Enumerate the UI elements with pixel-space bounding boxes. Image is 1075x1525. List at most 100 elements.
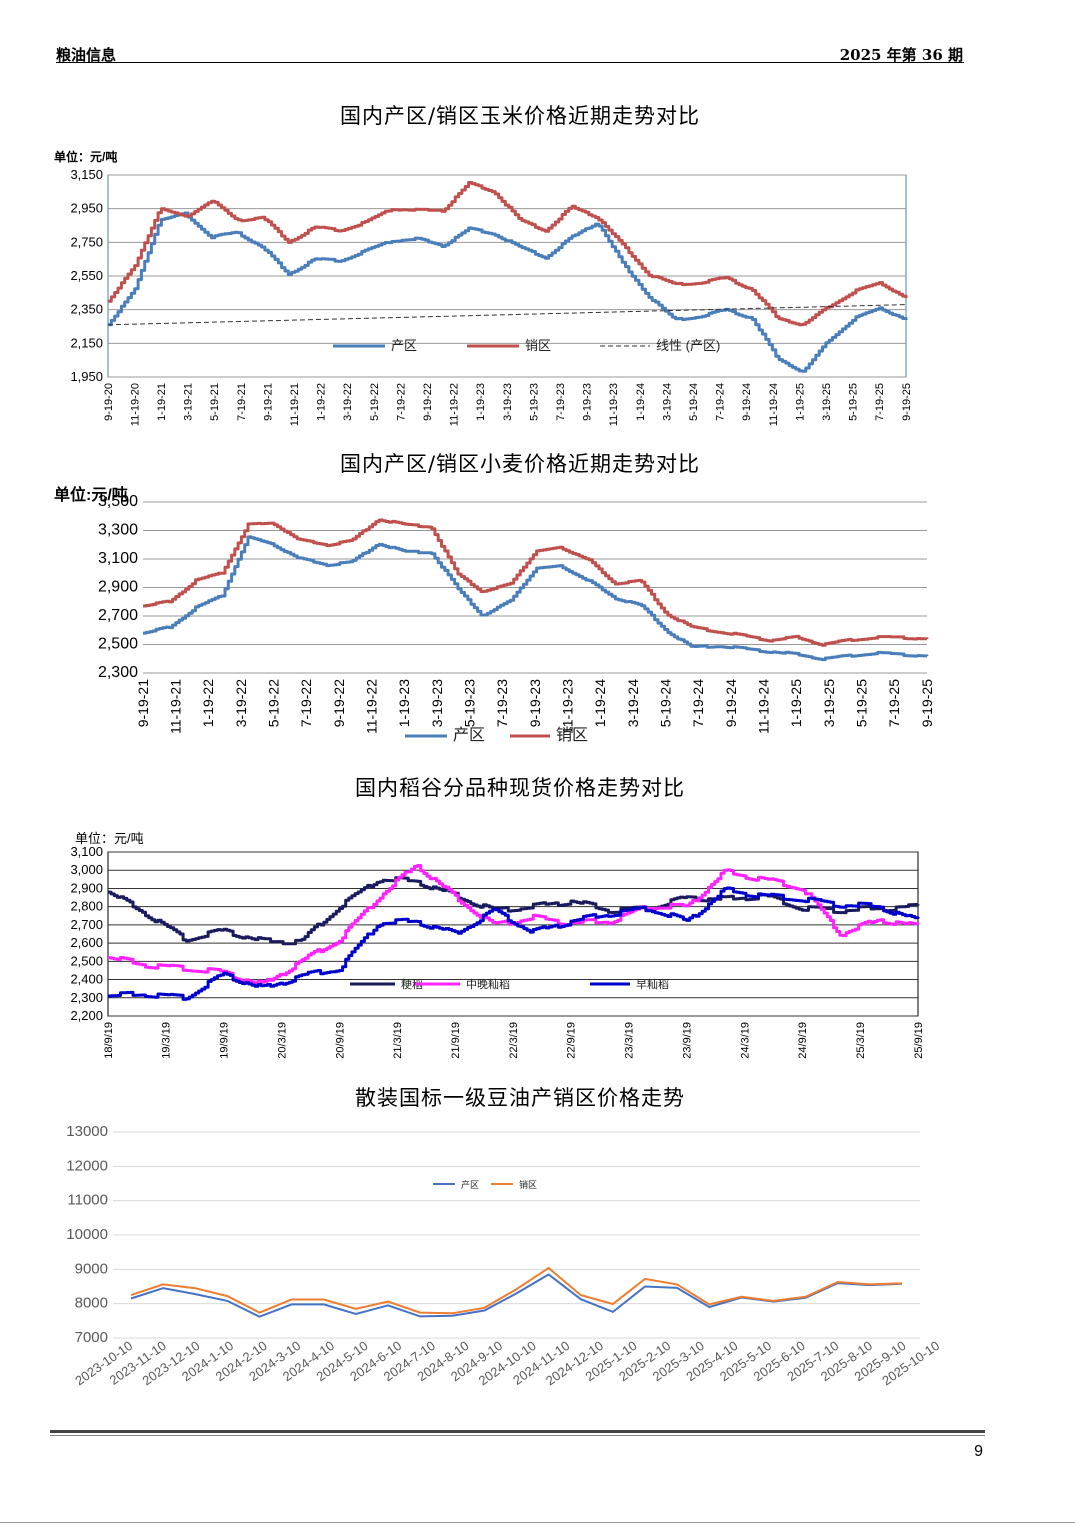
x-tick-label: 24/9/19 [797,1022,809,1059]
x-tick-label: 5-19-24 [688,383,700,421]
x-tick-label: 3-19-24 [661,383,673,421]
x-tick-label: 11-19-22 [449,383,461,426]
x-tick-label: 11-19-21 [168,679,184,734]
legend-label: 粳稻 [401,977,423,991]
x-tick-label: 11-19-20 [129,383,141,426]
soybean-oil-price-chart: 700080009000100001100012000130002023-10-… [66,1123,942,1388]
x-tick-label: 1-19-23 [475,383,487,421]
x-tick-label: 1-19-22 [200,679,216,727]
y-tick-label: 2,700 [98,607,138,624]
x-tick-label: 11-19-23 [608,383,620,426]
x-tick-label: 9-19-21 [262,383,274,421]
legend-label: 早籼稻 [636,978,669,991]
x-tick-label: 21/9/19 [450,1022,462,1059]
y-tick-label: 3,100 [70,844,103,859]
y-axis-unit-label: 单位：元/吨 [54,149,117,164]
x-tick-label: 25/9/19 [913,1022,925,1059]
x-tick-label: 1-19-21 [156,383,168,421]
x-tick-label: 7-19-21 [236,383,248,421]
x-tick-label: 1-19-22 [316,383,328,421]
series-line-粳稻 [108,876,920,946]
series-line-销区 [130,1266,903,1315]
x-tick-label: 9-19-23 [527,679,543,727]
x-tick-label: 9-19-22 [331,679,347,727]
y-tick-label: 2,200 [70,1008,103,1023]
legend-label: 销区 [519,1179,537,1190]
x-tick-label: 9-19-23 [582,383,594,421]
x-tick-label: 5-19-22 [266,679,282,727]
x-tick-label: 20/3/19 [276,1022,288,1059]
header-publication-name: 粮油信息 [56,46,117,64]
y-axis-unit-label: 单位:元/吨 [54,485,128,504]
series-line-产区 [108,211,908,373]
plot-area-frame [107,851,919,1017]
x-tick-label: 9-19-22 [422,383,434,421]
y-tick-label: 2,600 [70,935,103,950]
legend-label: 产区 [461,1179,479,1190]
y-tick-label: 2,900 [98,579,138,596]
y-tick-label: 2,150 [70,335,103,350]
x-tick-label: 11-19-22 [364,679,380,734]
corn-price-chart: 1,950 2,150 2,350 2,550 2,750 2,950 3,150 单位：元/… [54,149,913,426]
x-tick-label: 7-19-23 [494,679,510,727]
legend-label: 线性 (产区) [656,338,720,353]
series-line-中晚籼稻 [108,864,920,985]
x-tick-label: 5-19-25 [848,383,860,421]
x-tick-label: 7-19-24 [715,383,727,421]
y-tick-label: 12000 [66,1157,108,1174]
y-tick-label: 3,150 [70,167,103,182]
legend-label: 产区 [391,338,417,353]
series-line-产区 [130,1273,903,1318]
x-tick-label: 24/3/19 [739,1022,751,1059]
wheat-chart-title: 国内产区/销区小麦价格近期走势对比 [339,452,701,476]
y-axis-unit-label: 单位：元/吨 [75,831,144,846]
y-tick-label: 10000 [66,1226,108,1243]
y-tick-label: 2,500 [70,953,103,968]
rice-chart-title: 国内稻谷分品种现货价格走势对比 [355,776,685,800]
x-tick-label: 11-19-23 [560,679,576,734]
x-tick-label: 5-19-22 [369,383,381,421]
y-tick-label: 2,350 [70,302,103,317]
y-tick-label: 3,300 [98,522,138,539]
x-tick-label: 19/3/19 [161,1022,173,1059]
wheat-price-chart: 2,300 2,500 2,700 2,900 3,100 3,300 3,500单位:元/… [54,485,935,744]
x-tick-label: 1-19-24 [635,383,647,421]
x-tick-label: 11-19-24 [768,383,780,426]
soybean-oil-chart-title: 散装国标一级豆油产销区价格走势 [355,1086,685,1110]
y-tick-label: 2,700 [70,917,103,932]
x-tick-label: 3-19-24 [625,679,641,727]
y-tick-label: 3,000 [70,862,103,877]
header-rule [56,62,964,63]
x-tick-label: 22/9/19 [566,1022,578,1059]
x-tick-label: 3-19-22 [342,383,354,421]
y-tick-label: 13000 [66,1123,108,1140]
x-tick-label: 11-19-24 [756,679,772,734]
x-tick-label: 3-19-23 [429,679,445,727]
x-tick-label: 5-19-21 [209,383,221,421]
series-line-销区 [108,181,908,327]
y-tick-label: 9000 [75,1260,108,1277]
y-tick-label: 11000 [67,1192,108,1209]
x-tick-label: 5-19-25 [854,679,870,727]
y-tick-label: 1,950 [70,369,103,384]
x-tick-label: 21/3/19 [392,1022,404,1059]
x-tick-label: 7-19-22 [298,679,314,727]
rice-price-chart: 2,200 2,300 2,400 2,500 2,600 2,700 2,800 2,900… [70,831,925,1059]
x-tick-label: 5-19-23 [462,679,478,727]
y-tick-label: 3,500 [98,493,138,510]
x-tick-label: 1-19-23 [396,679,412,727]
x-tick-label: 7-19-24 [690,679,706,727]
y-tick-label: 2,300 [70,990,103,1005]
y-tick-label: 2,950 [70,201,103,216]
x-tick-label: 3-19-23 [502,383,514,421]
page-bottom-edge [0,1522,1075,1523]
x-tick-label: 3-19-22 [233,679,249,727]
x-tick-label: 1-19-25 [788,679,804,727]
series-trendline [107,304,907,326]
x-tick-label: 23/3/19 [624,1022,636,1059]
series-line-产区 [143,535,929,662]
page-number: 9 [974,1443,983,1460]
series-line-销区 [143,518,929,647]
legend-label: 产区 [453,726,485,744]
x-tick-label: 23/9/19 [681,1022,693,1059]
